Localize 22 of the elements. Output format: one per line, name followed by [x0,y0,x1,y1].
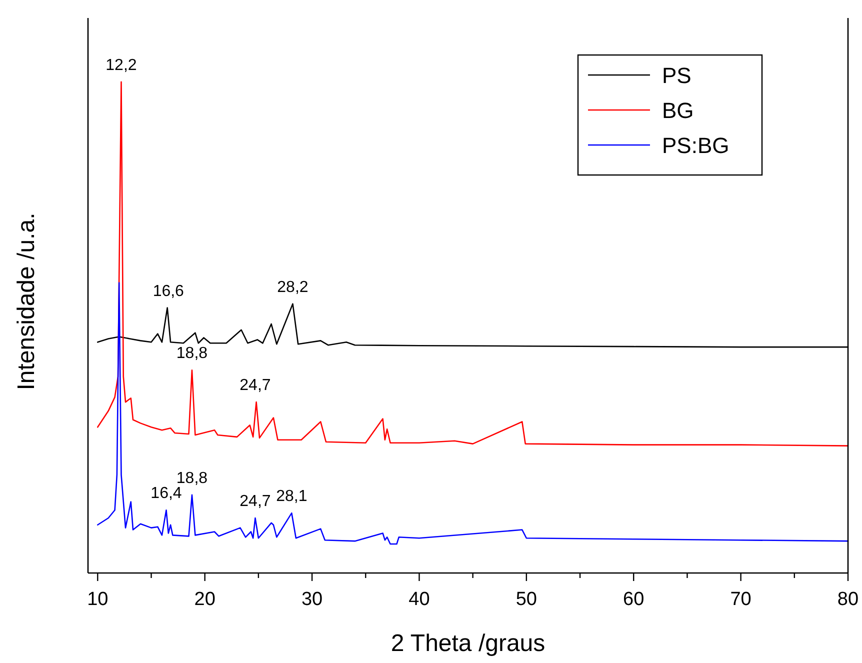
x-tick-label: 10 [87,589,108,610]
legend-label: PS [662,63,692,88]
y-axis-title: Intensidade /u.a. [13,212,40,390]
annotation: 28,1 [276,488,308,506]
annotation: 16,4 [150,485,182,502]
x-tick-label: 30 [301,589,323,610]
x-tick-label: 60 [623,589,644,610]
annotation: 24,7 [240,377,271,394]
x-tick-label: 20 [194,589,216,610]
x-tick-label: 50 [516,589,537,610]
x-axis-title: 2 Theta /graus [390,630,546,657]
x-tick-label: 40 [408,589,430,610]
annotation: 12,2 [106,56,137,74]
annotation: 24,7 [240,492,271,510]
annotation: 16,6 [152,282,184,300]
annotation: 28,2 [277,278,308,296]
legend-label: BG [662,98,694,123]
legend-label: PS:BG [662,133,730,158]
x-tick-label: 70 [730,589,752,610]
annotation: 18,8 [176,470,208,487]
annotation: 18,8 [176,345,208,362]
x-tick-label: 80 [837,589,859,610]
